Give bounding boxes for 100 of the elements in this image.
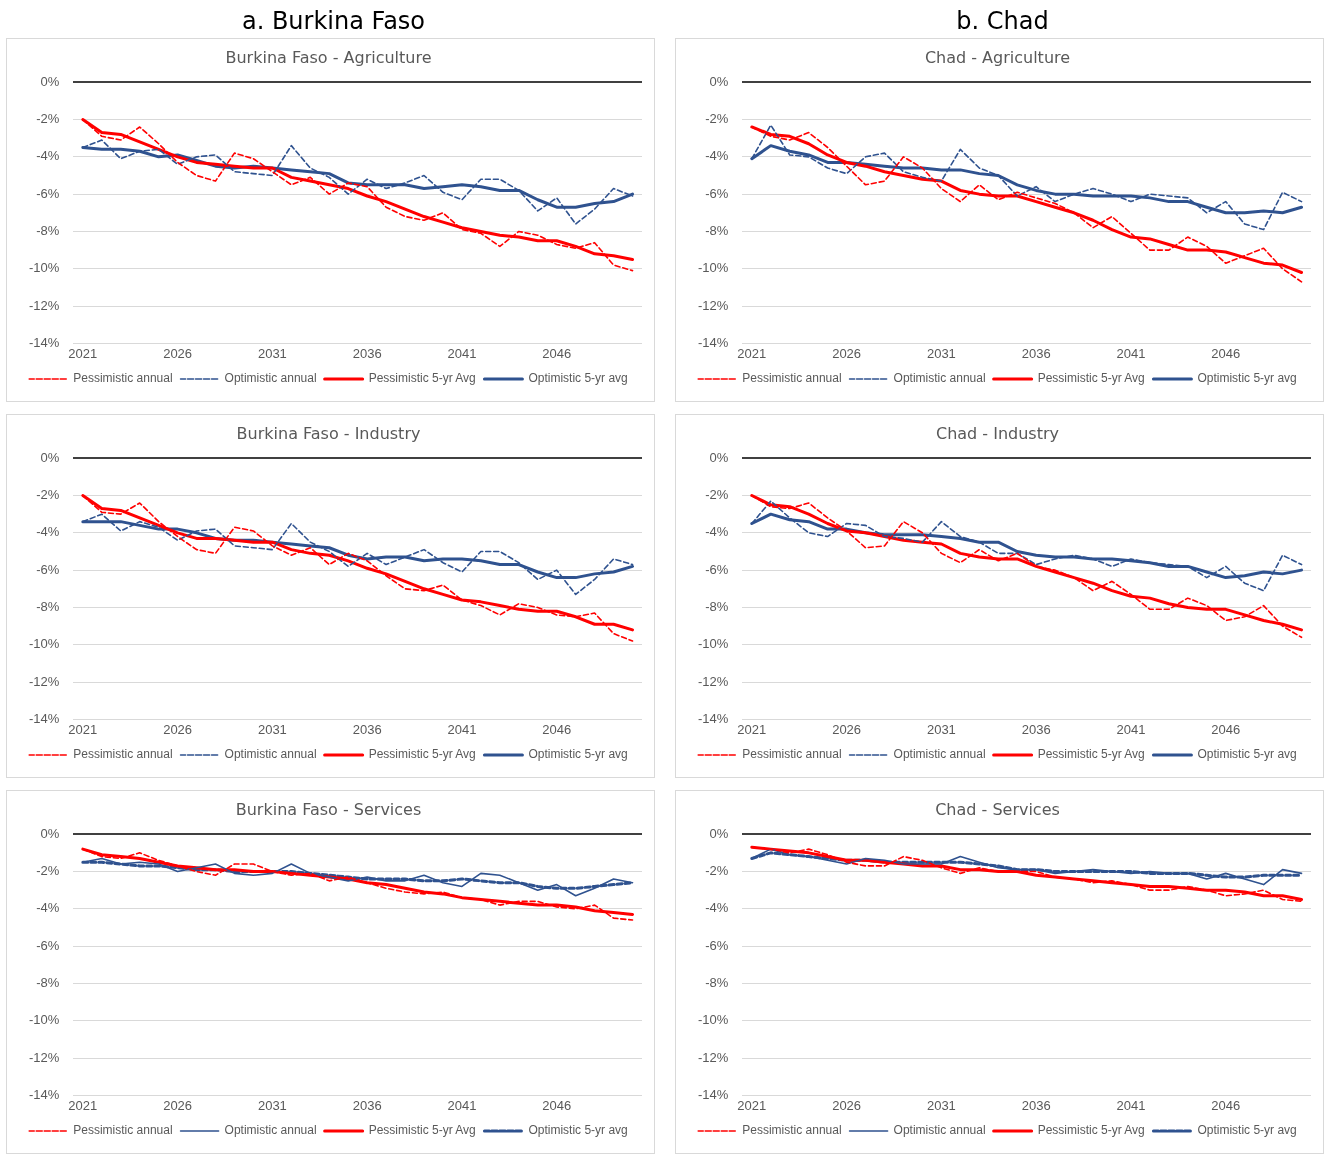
y-tick-label: -2%	[36, 487, 60, 503]
y-tick-label: -10%	[28, 260, 60, 276]
y-tick-label: -10%	[697, 1012, 729, 1028]
chart-title: Chad - Services	[935, 799, 1060, 819]
y-tick-label: 0%	[709, 73, 729, 89]
legend-label: Optimistic annual	[893, 747, 986, 762]
y-tick-label: 0%	[709, 825, 729, 841]
legend-label: Pessimistic 5-yr Avg	[1037, 1123, 1145, 1138]
y-tick-label: -6%	[705, 937, 729, 953]
legend-label: Pessimistic annual	[742, 747, 842, 762]
x-tick-label: 2031	[257, 345, 287, 361]
x-tick-label: 2026	[163, 721, 193, 737]
legend-label: Optimistic annual	[893, 371, 986, 386]
y-tick-label: -4%	[36, 524, 60, 540]
y-tick-label: -8%	[705, 975, 729, 991]
legend-label: Optimistic annual	[893, 1123, 986, 1138]
x-tick-label: 2031	[926, 345, 956, 361]
legend-label: Optimistic 5-yr avg	[528, 747, 628, 762]
legend-label: Pessimistic annual	[73, 747, 173, 762]
legend-label: Pessimistic 5-yr Avg	[368, 371, 476, 386]
x-tick-label: 2026	[832, 721, 862, 737]
x-tick-label: 2026	[832, 345, 862, 361]
x-tick-label: 2036	[1021, 345, 1051, 361]
legend-label: Optimistic 5-yr avg	[1197, 747, 1297, 762]
x-tick-label: 2041	[1116, 345, 1146, 361]
y-tick-label: -6%	[705, 561, 729, 577]
legend-label: Pessimistic annual	[73, 371, 173, 386]
chart-title: Burkina Faso - Industry	[236, 423, 421, 443]
legend-label: Optimistic annual	[224, 747, 317, 762]
y-tick-label: -12%	[697, 673, 729, 689]
y-tick-label: -2%	[36, 111, 60, 127]
legend-label: Pessimistic annual	[742, 371, 842, 386]
y-tick-label: 0%	[40, 825, 60, 841]
y-tick-label: -6%	[36, 185, 60, 201]
chart-title: Burkina Faso - Agriculture	[225, 47, 432, 67]
legend-label: Pessimistic 5-yr Avg	[368, 747, 476, 762]
x-tick-label: 2046	[1211, 721, 1241, 737]
legend-label: Pessimistic 5-yr Avg	[368, 1123, 476, 1138]
x-tick-label: 2026	[163, 345, 193, 361]
y-tick-label: -14%	[28, 710, 60, 726]
x-tick-label: 2041	[447, 721, 477, 737]
y-tick-label: -14%	[28, 1086, 60, 1102]
x-tick-label: 2031	[257, 1097, 287, 1113]
y-tick-label: -12%	[697, 297, 729, 313]
x-tick-label: 2021	[737, 1097, 767, 1113]
y-tick-label: -2%	[705, 487, 729, 503]
x-tick-label: 2046	[542, 721, 572, 737]
x-tick-label: 2041	[1116, 1097, 1146, 1113]
y-tick-label: -4%	[36, 148, 60, 164]
chart-title: Chad - Agriculture	[924, 47, 1071, 67]
text: b. Chad	[955, 6, 1050, 37]
y-tick-label: -12%	[28, 297, 60, 313]
x-tick-label: 2036	[352, 345, 382, 361]
x-tick-label: 2021	[68, 345, 98, 361]
y-tick-label: -14%	[28, 334, 60, 350]
y-tick-label: -12%	[28, 1049, 60, 1065]
y-tick-label: -4%	[705, 148, 729, 164]
y-tick-label: -4%	[705, 900, 729, 916]
x-tick-label: 2031	[926, 1097, 956, 1113]
y-tick-label: -14%	[697, 334, 729, 350]
chart-title: Chad - Industry	[935, 423, 1060, 443]
x-tick-label: 2041	[1116, 721, 1146, 737]
text: a. Burkina Faso	[240, 6, 427, 37]
x-tick-label: 2041	[447, 1097, 477, 1113]
y-tick-label: -10%	[697, 260, 729, 276]
y-tick-label: -14%	[697, 1086, 729, 1102]
y-tick-label: -8%	[36, 223, 60, 239]
legend-label: Optimistic 5-yr avg	[528, 371, 628, 386]
x-tick-label: 2026	[163, 1097, 193, 1113]
y-tick-label: -14%	[697, 710, 729, 726]
legend-label: Pessimistic annual	[742, 1123, 842, 1138]
y-tick-label: 0%	[40, 73, 60, 89]
y-tick-label: -6%	[705, 185, 729, 201]
y-tick-label: -8%	[705, 223, 729, 239]
legend-label: Pessimistic 5-yr Avg	[1037, 371, 1145, 386]
y-tick-label: -4%	[36, 900, 60, 916]
x-tick-label: 2036	[1021, 721, 1051, 737]
chart-title: Burkina Faso - Services	[235, 799, 422, 819]
y-tick-label: -8%	[705, 599, 729, 615]
legend-label: Pessimistic annual	[73, 1123, 173, 1138]
y-tick-label: -6%	[36, 561, 60, 577]
x-tick-label: 2021	[737, 721, 767, 737]
x-tick-label: 2046	[542, 1097, 572, 1113]
legend-label: Optimistic annual	[224, 371, 317, 386]
y-tick-label: -12%	[697, 1049, 729, 1065]
y-tick-label: -2%	[705, 111, 729, 127]
x-tick-label: 2021	[68, 721, 98, 737]
legend-label: Pessimistic 5-yr Avg	[1037, 747, 1145, 762]
legend-label: Optimistic 5-yr avg	[1197, 1123, 1297, 1138]
x-tick-label: 2036	[352, 1097, 382, 1113]
y-tick-label: -6%	[36, 937, 60, 953]
x-tick-label: 2036	[352, 721, 382, 737]
legend-label: Optimistic 5-yr avg	[528, 1123, 628, 1138]
legend-label: Optimistic annual	[224, 1123, 317, 1138]
y-tick-label: -8%	[36, 599, 60, 615]
y-tick-label: 0%	[40, 449, 60, 465]
y-tick-label: -12%	[28, 673, 60, 689]
x-tick-label: 2046	[542, 345, 572, 361]
x-tick-label: 2021	[737, 345, 767, 361]
y-tick-label: -2%	[36, 863, 60, 879]
